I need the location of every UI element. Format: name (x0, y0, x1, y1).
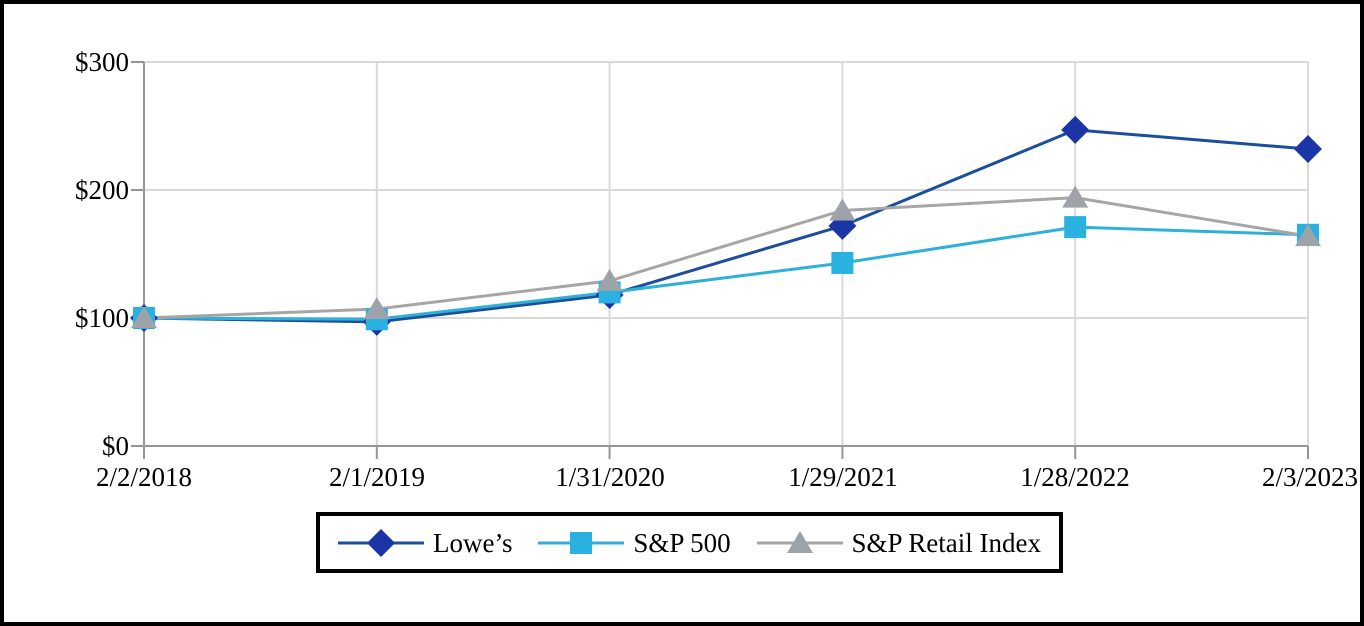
legend-item-sp-retail: S&P Retail Index (756, 527, 1042, 558)
y-tick-label-200: $200 (75, 175, 129, 205)
legend-label-lowes: Lowe’s (433, 527, 513, 558)
x-tick-label-2022: 1/28/2022 (1020, 462, 1130, 492)
chart-legend: Lowe’s S&P 500 S&P Retail Index (316, 512, 1063, 573)
x-tick-label-2023: 2/3/2023 (1261, 462, 1358, 492)
y-tick-label-300: $300 (75, 47, 129, 77)
x-tick-label-2021: 1/29/2021 (788, 462, 898, 492)
legend-label-sp-retail: S&P Retail Index (851, 527, 1042, 558)
y-tick-label-100: $100 (75, 303, 129, 333)
y-tick-label-0: $0 (102, 431, 129, 461)
legend-label-sp500: S&P 500 (633, 527, 731, 558)
x-tick-label-2018: 2/2/2018 (95, 462, 192, 492)
sp-retail-triangle-icon (756, 530, 843, 553)
legend-item-sp500: S&P 500 (538, 527, 731, 558)
x-tick-label-2019: 2/1/2019 (328, 462, 425, 492)
line-chart-plot-area (130, 61, 1322, 459)
lowes-diamond-icon (338, 528, 424, 557)
x-tick-label-2020: 1/31/2020 (555, 462, 665, 492)
legend-item-lowes: Lowe’s (338, 528, 512, 558)
sp500-square-icon (538, 531, 625, 554)
